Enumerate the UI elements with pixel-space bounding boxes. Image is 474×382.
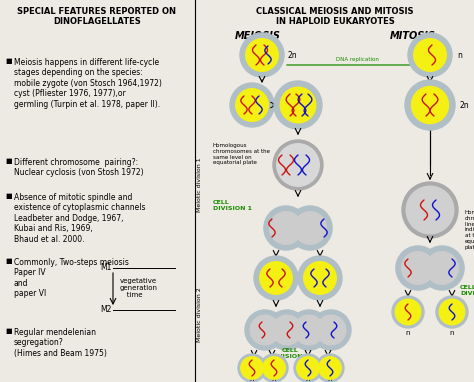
- Text: n: n: [457, 50, 462, 60]
- Text: ■: ■: [5, 193, 12, 199]
- Text: DNA replication: DNA replication: [336, 57, 378, 62]
- Circle shape: [230, 83, 274, 127]
- Circle shape: [270, 212, 302, 244]
- Circle shape: [426, 252, 458, 284]
- Text: CELL
DIVISION: CELL DIVISION: [460, 285, 474, 296]
- Circle shape: [316, 354, 344, 382]
- Circle shape: [298, 256, 342, 300]
- Circle shape: [250, 315, 280, 345]
- Circle shape: [439, 299, 465, 325]
- Circle shape: [254, 256, 298, 300]
- Circle shape: [245, 310, 285, 350]
- Circle shape: [294, 315, 324, 345]
- Circle shape: [263, 357, 285, 379]
- Circle shape: [405, 80, 455, 130]
- Circle shape: [236, 89, 268, 121]
- Text: CELL
DIVISION 2: CELL DIVISION 2: [271, 348, 310, 359]
- Text: Regular mendelenian
segregation?
(Himes and Beam 1975): Regular mendelenian segregation? (Himes …: [14, 328, 107, 358]
- Circle shape: [267, 310, 307, 350]
- Text: CLASSICAL MEIOSIS AND MITOSIS
IN HAPLOID EUKARYOTES: CLASSICAL MEIOSIS AND MITOSIS IN HAPLOID…: [256, 7, 414, 26]
- Circle shape: [304, 262, 336, 294]
- Circle shape: [316, 315, 346, 345]
- Text: n: n: [250, 376, 254, 382]
- Text: Homologous
chromosome
line up
individually
at the
equatorial
plate: Homologous chromosome line up individual…: [465, 210, 474, 250]
- Circle shape: [436, 296, 468, 328]
- Text: ■: ■: [5, 258, 12, 264]
- Circle shape: [280, 87, 316, 123]
- Text: Meiotic division 2: Meiotic division 2: [198, 288, 202, 342]
- Circle shape: [297, 357, 319, 379]
- Text: Different chromosome  pairing?:
Nuclear cyclosis (von Stosh 1972): Different chromosome pairing?: Nuclear c…: [14, 158, 144, 177]
- Circle shape: [406, 186, 454, 234]
- Circle shape: [294, 212, 327, 244]
- Text: Meiotic division 1: Meiotic division 1: [198, 158, 202, 212]
- Text: CELL
DIVISION 1: CELL DIVISION 1: [213, 200, 252, 211]
- Circle shape: [246, 39, 278, 71]
- Text: Homologous
chromosomes at the
same level on
equatorial plate: Homologous chromosomes at the same level…: [213, 143, 270, 165]
- Circle shape: [264, 206, 308, 250]
- Circle shape: [311, 310, 351, 350]
- Text: 2n: 2n: [460, 100, 470, 110]
- Circle shape: [420, 246, 464, 290]
- Circle shape: [319, 357, 341, 379]
- Circle shape: [241, 357, 263, 379]
- Circle shape: [289, 310, 329, 350]
- Circle shape: [260, 262, 292, 294]
- Text: MITOSIS: MITOSIS: [390, 31, 436, 41]
- Circle shape: [238, 354, 266, 382]
- Circle shape: [411, 86, 448, 123]
- Circle shape: [395, 299, 421, 325]
- Text: 2n: 2n: [288, 50, 298, 60]
- Text: n: n: [328, 376, 332, 382]
- Circle shape: [277, 144, 319, 186]
- Text: n: n: [272, 376, 276, 382]
- Text: n: n: [406, 330, 410, 336]
- Circle shape: [288, 206, 332, 250]
- Circle shape: [273, 140, 323, 190]
- Circle shape: [402, 182, 458, 238]
- Text: M2: M2: [100, 306, 111, 314]
- Text: n: n: [450, 330, 454, 336]
- Text: M1: M1: [100, 264, 111, 272]
- Text: SPECIAL FEATURES REPORTED ON
DINOFLAGELLATES: SPECIAL FEATURES REPORTED ON DINOFLAGELL…: [18, 7, 176, 26]
- Text: ■: ■: [5, 328, 12, 334]
- Text: 4n: 4n: [276, 100, 286, 110]
- Text: Meiosis happens in different life-cycle
stages depending on the species:
mobile : Meiosis happens in different life-cycle …: [14, 58, 162, 108]
- Text: n: n: [306, 376, 310, 382]
- Text: vegetative
generation
   time: vegetative generation time: [120, 278, 158, 298]
- Circle shape: [240, 33, 284, 77]
- Circle shape: [414, 39, 447, 71]
- Text: Commonly, Two-steps meiosis
Paper IV
and
paper VI: Commonly, Two-steps meiosis Paper IV and…: [14, 258, 129, 298]
- Circle shape: [260, 354, 288, 382]
- Circle shape: [396, 246, 440, 290]
- Text: MEIOSIS: MEIOSIS: [235, 31, 281, 41]
- Text: ■: ■: [5, 158, 12, 164]
- Circle shape: [408, 33, 452, 77]
- Circle shape: [401, 252, 434, 284]
- Text: Absence of mitotic spindle and
existence of cytoplasmic channels
Leadbeter and D: Absence of mitotic spindle and existence…: [14, 193, 146, 244]
- Text: ■: ■: [5, 58, 12, 64]
- Circle shape: [392, 296, 424, 328]
- Circle shape: [272, 315, 302, 345]
- Circle shape: [294, 354, 322, 382]
- Circle shape: [274, 81, 322, 129]
